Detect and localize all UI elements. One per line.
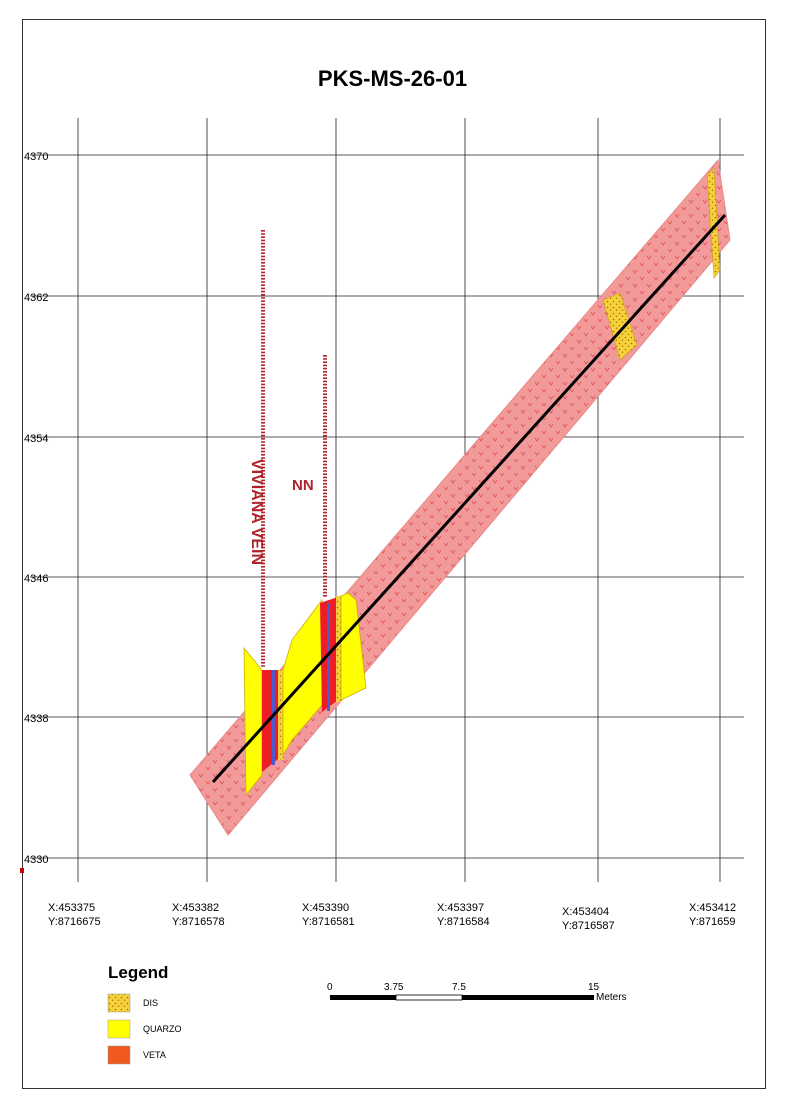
scale-bar: 0 3.75 7.5 15 Meters (327, 982, 627, 1003)
y-tick-label: 4370 (24, 151, 48, 163)
scale-unit-label: Meters (596, 992, 627, 1003)
x-tick-label: Y:8716675 (48, 916, 101, 928)
edge-marker (20, 868, 24, 873)
x-tick-label: X:453382 (172, 902, 219, 914)
quarzo-block-left (243, 646, 263, 797)
x-tick-label: Y:8716581 (302, 916, 355, 928)
y-tick-label: 4362 (24, 292, 48, 304)
legend-label-dis: DIS (143, 998, 158, 1008)
y-tick-label: 4330 (24, 854, 48, 866)
x-axis-labels: X:453375 Y:8716675 X:453382 Y:8716578 X:… (48, 902, 736, 932)
x-tick-label: X:453412 (689, 902, 736, 914)
scale-tick-label: 7.5 (452, 982, 466, 993)
drill-trace (211, 213, 727, 784)
legend-label-veta: VETA (143, 1050, 166, 1060)
scale-segment (395, 994, 463, 1001)
blue-strip-left (272, 670, 275, 765)
blue-strip-right (327, 603, 330, 711)
scale-tick-label: 3.75 (384, 982, 404, 993)
map-frame (22, 19, 766, 1089)
page-title: PKS-MS-26-01 (317, 66, 468, 91)
y-axis-labels: 4370 4362 4354 4346 4338 4330 (24, 151, 48, 866)
x-tick-label: X:453390 (302, 902, 349, 914)
dis-zone-upper (602, 292, 638, 361)
legend-swatch-quarzo (107, 1019, 131, 1039)
grid (30, 118, 744, 882)
x-tick-label: X:453404 (562, 906, 609, 918)
dis-strip-left (278, 670, 284, 760)
scale-tick-label: 15 (588, 982, 600, 993)
legend-swatch-veta (107, 1045, 131, 1065)
y-tick-label: 4354 (24, 433, 48, 445)
y-tick-label: 4346 (24, 573, 48, 585)
scale-segment (462, 995, 594, 1000)
nn-vein-label: NN (292, 477, 314, 494)
legend-title: Legend (108, 963, 168, 982)
scale-tick-label: 0 (327, 982, 333, 993)
dis-zone-top (706, 167, 721, 279)
legend-swatch-dis (107, 993, 131, 1013)
viviana-vein-label: VIVIANA VEIN (248, 459, 265, 565)
x-tick-label: Y:8716578 (172, 916, 225, 928)
legend: Legend DIS QUARZO VETA (107, 963, 182, 1065)
x-tick-label: Y:8716587 (562, 920, 615, 932)
quarzo-block-right (340, 592, 367, 701)
x-tick-label: X:453397 (437, 902, 484, 914)
x-tick-label: X:453375 (48, 902, 95, 914)
x-tick-label: Y:8716584 (437, 916, 490, 928)
scale-segment (330, 995, 396, 1000)
dis-strip-right (336, 596, 341, 702)
legend-label-quarzo: QUARZO (143, 1024, 182, 1034)
x-tick-label: Y:871659 (689, 916, 736, 928)
y-tick-label: 4338 (24, 713, 48, 725)
